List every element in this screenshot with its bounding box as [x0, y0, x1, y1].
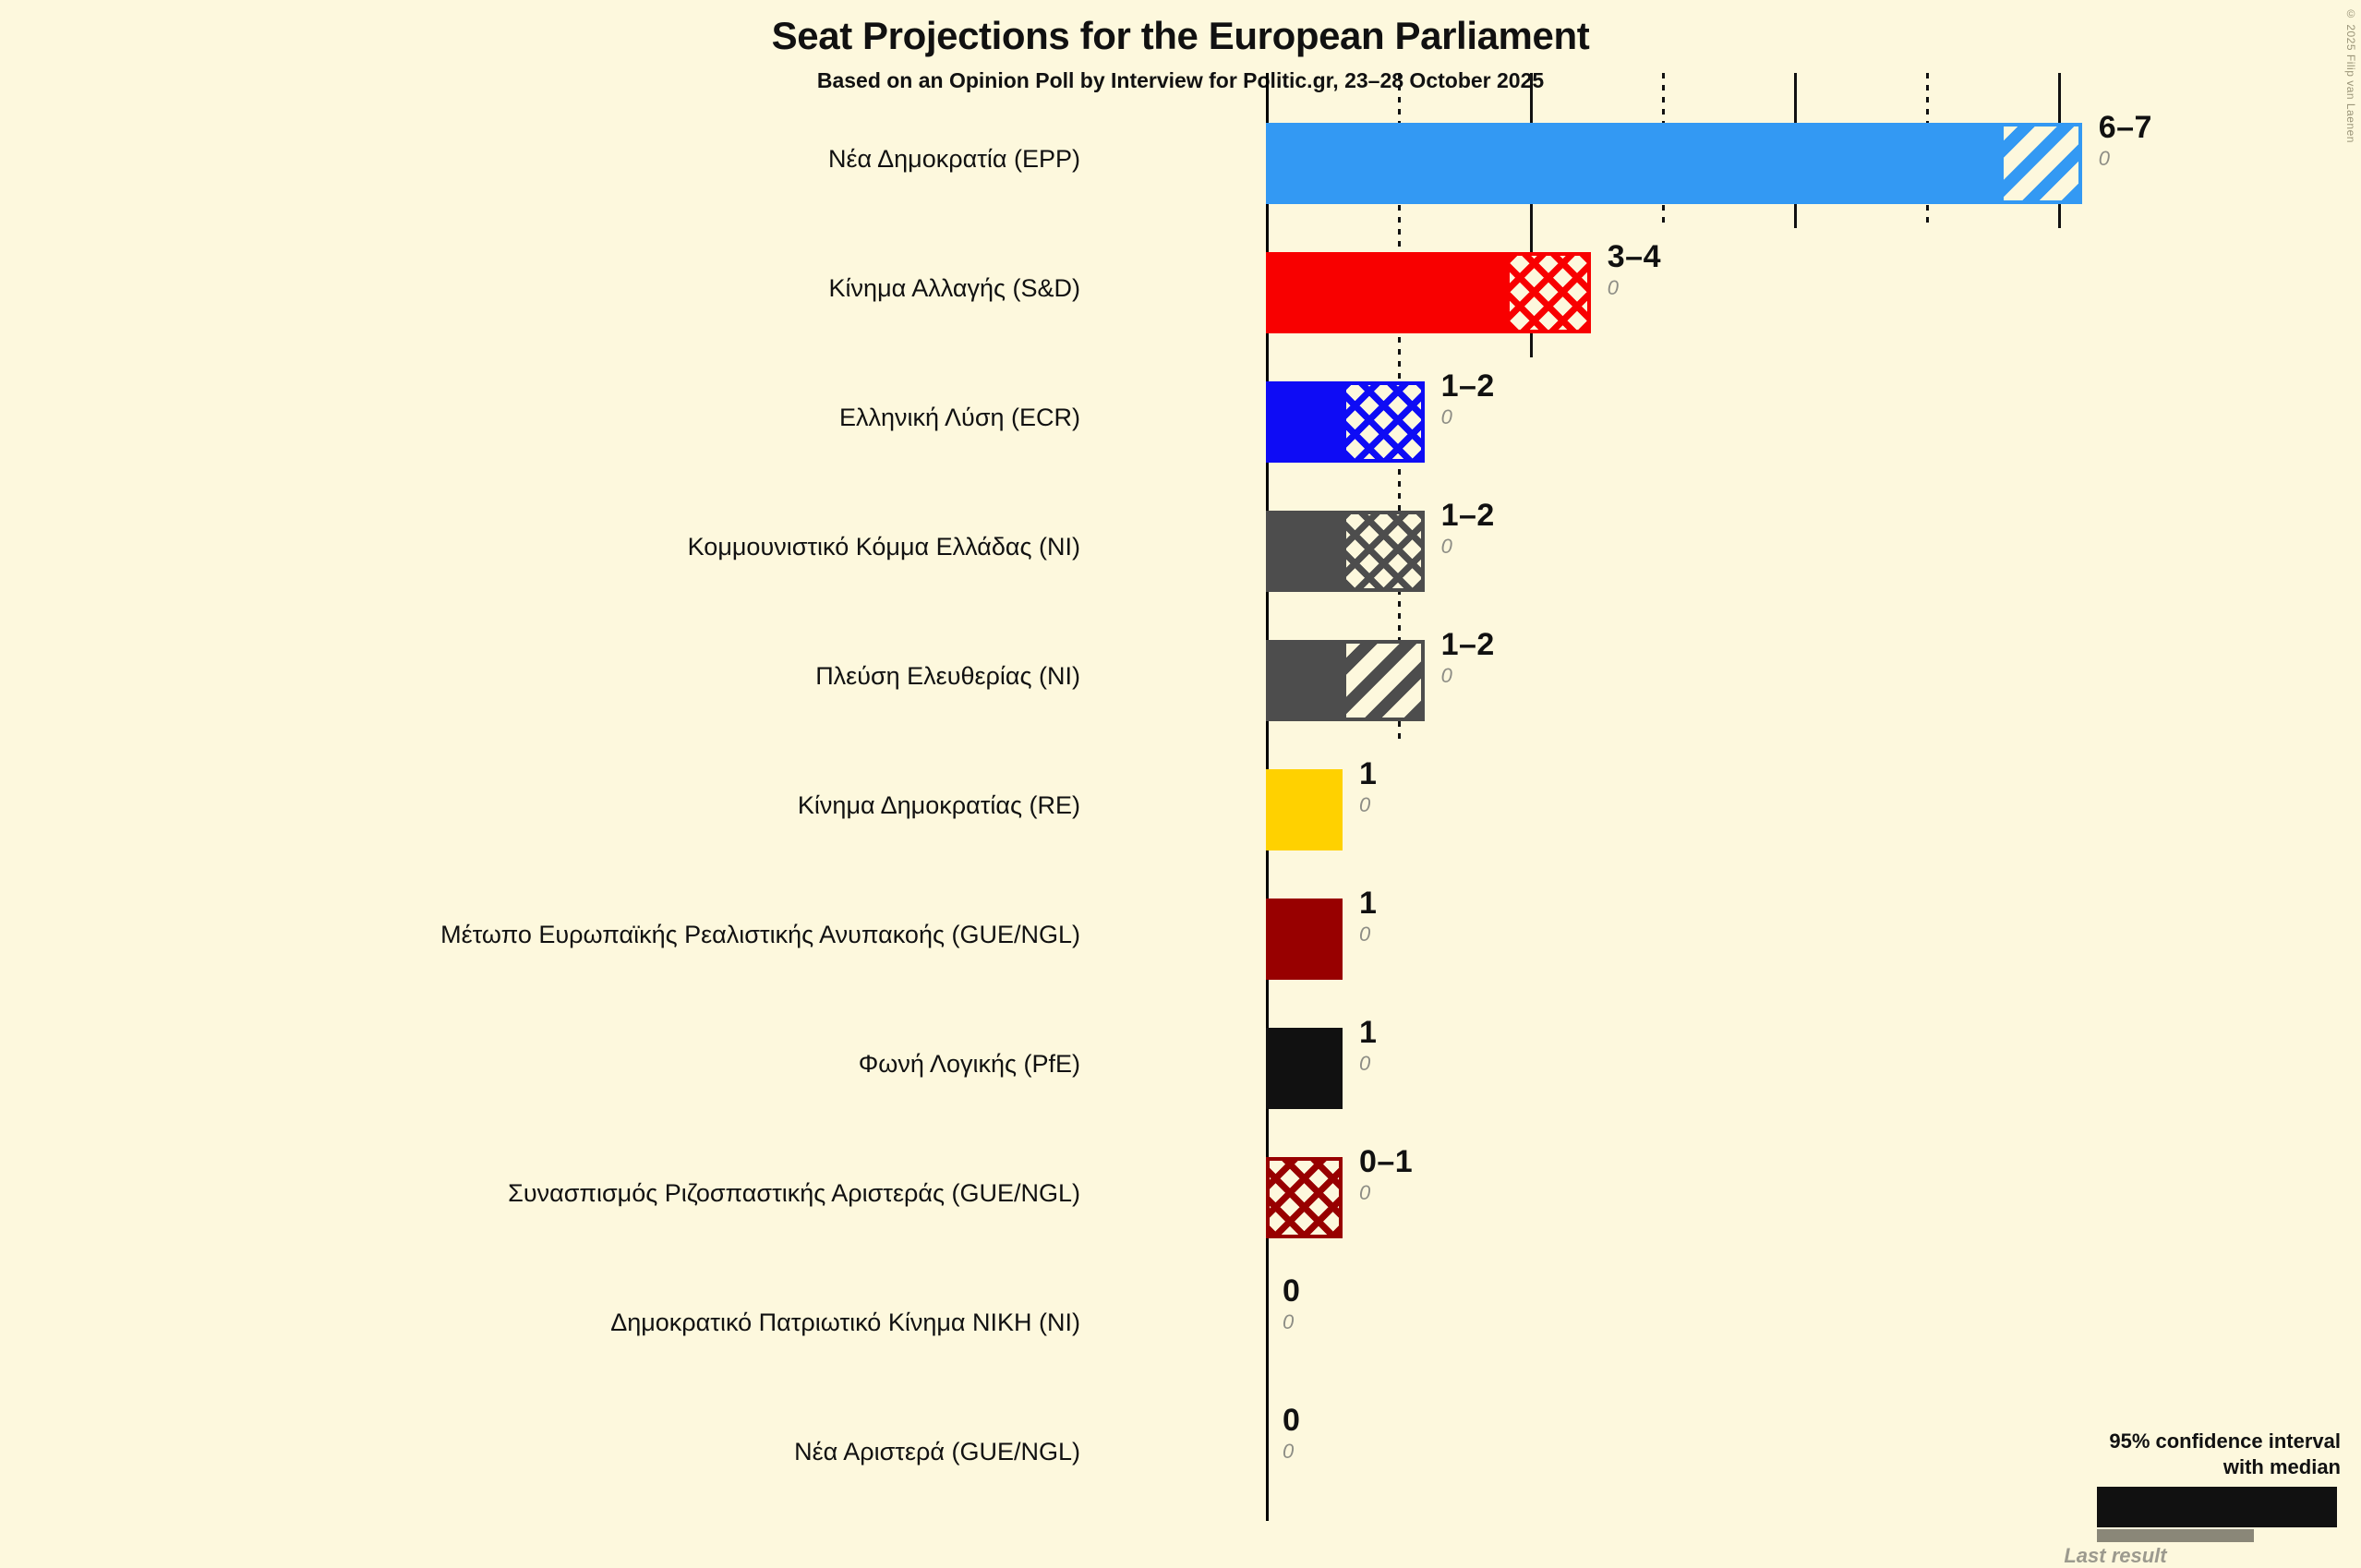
table-row: Κίνημα Δημοκρατίας (RE) 1 0: [0, 745, 2361, 874]
legend-bar-row: Last result: [1953, 1487, 2341, 1567]
value-block: 1–2 0: [1440, 498, 1495, 558]
last-result-value: 0: [1440, 663, 1452, 687]
copyright-notice: © 2025 Filip van Laenen: [2344, 7, 2357, 143]
bar-median-segment: [1266, 252, 1507, 333]
bar-median-segment: [1266, 769, 1343, 850]
legend-diagonal-segment: [2302, 1490, 2333, 1524]
bar-median-segment: [1266, 640, 1343, 721]
legend-confidence-bar: [2097, 1487, 2337, 1527]
value-block: 1–2 0: [1440, 368, 1495, 428]
seat-projection-value: 0–1: [1358, 1144, 1414, 1179]
bar-confidence-interval-segment: [1266, 1157, 1343, 1238]
value-block: 1–2 0: [1440, 627, 1495, 687]
party-label: Μέτωπο Ευρωπαϊκής Ρεαλιστικής Ανυπακοής …: [440, 921, 1080, 948]
party-label: Κίνημα Αλλαγής (S&D): [828, 274, 1080, 302]
bar-median-segment: [1266, 511, 1343, 592]
table-row: Κομμουνιστικό Κόμμα Ελλάδας (NI) 1–2 0: [0, 487, 2361, 616]
last-result-value: 0: [1440, 534, 1452, 558]
seat-projection-value: 1: [1358, 1015, 1378, 1050]
seat-projection-value: 3–4: [1607, 239, 1661, 274]
legend-last-result-bar: [2097, 1529, 2254, 1542]
value-block: 3–4 0: [1607, 239, 1661, 299]
last-result-value: 0: [1607, 275, 1620, 299]
party-label: Δημοκρατικό Πατριωτικό Κίνημα ΝΙΚΗ (NI): [610, 1309, 1080, 1336]
seat-projection-value: 6–7: [2098, 110, 2152, 145]
party-label: Νέα Δημοκρατία (EPP): [827, 145, 1080, 173]
party-label: Πλεύση Ελευθερίας (NI): [815, 662, 1080, 690]
table-row: Νέα Αριστερά (GUE/NGL) 0 0: [0, 1392, 2361, 1521]
last-result-value: 0: [1283, 1309, 1295, 1333]
party-label: Κομμουνιστικό Κόμμα Ελλάδας (NI): [687, 533, 1080, 561]
seat-projection-value: 1: [1358, 886, 1378, 921]
bar-confidence-interval-segment: [1506, 252, 1591, 333]
value-block: 6–7 0: [2098, 110, 2152, 170]
legend-caption-line2: with median: [2222, 1454, 2341, 1478]
last-result-value: 0: [1358, 922, 1371, 946]
bar-confidence-interval-segment: [1342, 381, 1425, 463]
value-block: 0–1 0: [1358, 1144, 1414, 1204]
axis-gridline-major: [1530, 73, 1533, 357]
seat-projection-value: 0: [1283, 1403, 1301, 1438]
last-result-value: 0: [1440, 404, 1452, 428]
table-row: Ελληνική Λύση (ECR) 1–2 0: [0, 357, 2361, 487]
bar-confidence-interval-segment: [2000, 123, 2082, 204]
table-row: Κίνημα Αλλαγής (S&D) 3–4 0: [0, 228, 2361, 357]
table-row: Μέτωπο Ευρωπαϊκής Ρεαλιστικής Ανυπακοής …: [0, 874, 2361, 1004]
party-label: Φωνή Λογικής (PfE): [858, 1050, 1080, 1078]
party-label: Κίνημα Δημοκρατίας (RE): [797, 791, 1080, 819]
bar-median-segment: [1266, 899, 1343, 980]
seat-projection-value: 1–2: [1440, 627, 1495, 662]
seat-projection-value: 1: [1358, 756, 1378, 791]
last-result-value: 0: [1358, 1051, 1371, 1075]
table-row: Νέα Δημοκρατία (EPP) 6–7 0: [0, 99, 2361, 228]
bar-median-segment: [1266, 1028, 1343, 1109]
legend-crosshatch-segment: [2232, 1490, 2302, 1524]
bar-confidence-interval-segment: [1342, 511, 1425, 592]
bar-median-segment: [1266, 381, 1343, 463]
last-result-value: 0: [2098, 146, 2110, 170]
last-result-value: 0: [1283, 1439, 1295, 1463]
table-row: Φωνή Λογικής (PfE) 1 0: [0, 1004, 2361, 1133]
bar-confidence-interval-segment: [1342, 640, 1425, 721]
chart-legend: 95% confidence interval with median Last…: [1953, 1429, 2341, 1567]
table-row: Δημοκρατικό Πατριωτικό Κίνημα ΝΙΚΗ (NI) 0…: [0, 1262, 2361, 1392]
seat-projection-value: 1–2: [1440, 498, 1495, 533]
legend-last-result-label: Last result: [2064, 1544, 2167, 1567]
seat-projection-value: 0: [1283, 1273, 1301, 1309]
table-row: Πλεύση Ελευθερίας (NI) 1–2 0: [0, 616, 2361, 745]
last-result-value: 0: [1358, 792, 1371, 816]
bar-median-segment: [1266, 123, 2001, 204]
seat-projection-value: 1–2: [1440, 368, 1495, 404]
party-label: Συνασπισμός Ριζοσπαστικής Αριστεράς (GUE…: [508, 1179, 1080, 1207]
party-label: Ελληνική Λύση (ECR): [838, 404, 1080, 431]
last-result-value: 0: [1358, 1180, 1371, 1204]
party-label: Νέα Αριστερά (GUE/NGL): [794, 1438, 1080, 1465]
legend-caption-line1: 95% confidence interval: [2109, 1429, 2341, 1453]
table-row: Συνασπισμός Ριζοσπαστικής Αριστεράς (GUE…: [0, 1133, 2361, 1262]
